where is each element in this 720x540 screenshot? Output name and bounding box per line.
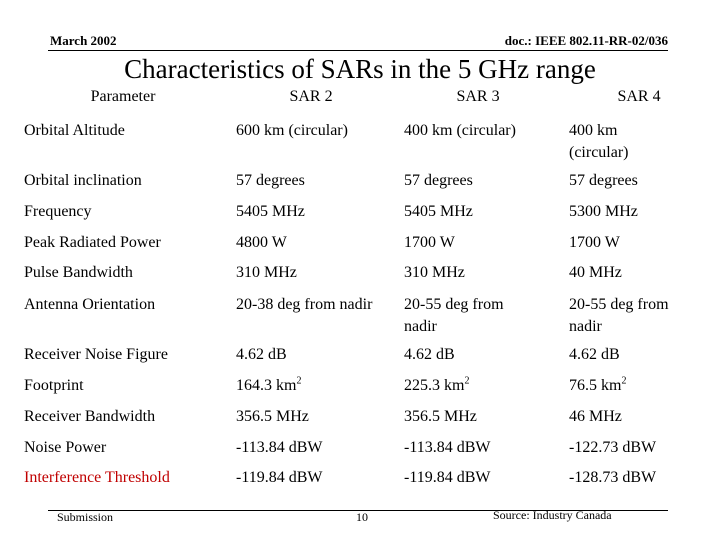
footprint-value: 76.5 km	[569, 377, 622, 394]
sar4-cell: 4.62 dB	[569, 346, 620, 363]
sar2-cell: 164.3 km2	[236, 375, 404, 397]
sar3-cell: 1700 W	[404, 234, 455, 251]
sar2-cell: -119.84 dBW	[236, 469, 323, 486]
sar2-cell: 4800 W	[236, 234, 287, 251]
param-cell: Pulse Bandwidth	[24, 264, 133, 281]
sar4-cell: -128.73 dBW	[569, 469, 657, 486]
sar3-cell: 20-55 deg from nadir	[404, 296, 504, 335]
sar2-cell: 4.62 dB	[236, 346, 287, 363]
sar4-cell: 20-55 deg from nadir	[569, 296, 669, 335]
slide-title: Characteristics of SARs in the 5 GHz ran…	[124, 54, 596, 84]
sar2-cell: 57 degrees	[236, 172, 305, 189]
sar3-cell: 310 MHz	[404, 264, 465, 281]
footer-submission: Submission	[57, 510, 114, 524]
sar2-cell: 20-38 deg from nadir	[236, 296, 373, 313]
param-cell: Antenna Orientation	[24, 296, 156, 313]
header-parameter: Parameter	[90, 88, 156, 105]
param-cell: Interference Threshold	[24, 469, 170, 486]
page-number: 10	[356, 510, 368, 524]
sar3-cell: 400 km (circular)	[404, 122, 516, 139]
sar3-cell: 356.5 MHz	[404, 408, 477, 425]
footer-source: Source: Industry Canada	[493, 508, 612, 522]
sar2-cell: 600 km (circular)	[236, 122, 348, 139]
sar4-cell: 1700 W	[569, 234, 620, 251]
sar3-cell: 225.3 km2	[404, 375, 570, 397]
sar3-cell: 57 degrees	[404, 172, 473, 189]
sar4-cell: 46 MHz	[569, 408, 622, 425]
sar2-cell: 5405 MHz	[236, 203, 305, 220]
sar2-cell: -113.84 dBW	[236, 439, 323, 456]
sar2-cell: 356.5 MHz	[236, 408, 309, 425]
param-cell: Orbital inclination	[24, 172, 142, 189]
param-cell: Noise Power	[24, 439, 107, 456]
footprint-value: 164.3 km	[236, 377, 297, 394]
param-cell: Receiver Noise Figure	[24, 346, 168, 363]
footprint-value: 225.3 km	[404, 377, 465, 394]
sar3-cell: -119.84 dBW	[404, 469, 491, 486]
param-cell: Peak Radiated Power	[24, 234, 161, 251]
sar2-cell: 310 MHz	[236, 264, 297, 281]
sar4-cell: 76.5 km2	[569, 375, 709, 397]
sar3-cell: -113.84 dBW	[404, 439, 491, 456]
sar3-cell: 4.62 dB	[404, 346, 455, 363]
superscript: 2	[464, 375, 470, 387]
param-cell: Frequency	[24, 203, 92, 220]
sar4-cell: -122.73 dBW	[569, 439, 657, 456]
header-date: March 2002	[50, 33, 117, 48]
superscript: 2	[296, 375, 302, 387]
param-cell: Orbital Altitude	[24, 122, 125, 139]
footer-rule	[48, 510, 668, 511]
param-cell: Footprint	[24, 377, 84, 394]
superscript: 2	[621, 375, 627, 387]
header-doc-id: doc.: IEEE 802.11-RR-02/036	[504, 33, 668, 48]
sar4-cell: 400 km (circular)	[569, 122, 629, 161]
header-sar4: SAR 4	[617, 88, 661, 105]
sar4-cell: 40 MHz	[569, 264, 622, 281]
param-cell: Receiver Bandwidth	[24, 408, 156, 425]
sar4-cell: 57 degrees	[569, 172, 638, 189]
header-rule	[48, 50, 668, 51]
sar-table: Parameter SAR 2 SAR 3 SAR 4 Orbital Alti…	[18, 86, 716, 486]
sar3-cell: 5405 MHz	[404, 203, 473, 220]
sar4-cell: 5300 MHz	[569, 203, 638, 220]
header-sar2: SAR 2	[289, 88, 333, 105]
header-sar3: SAR 3	[456, 88, 500, 105]
table-header-row: Parameter SAR 2 SAR 3 SAR 4	[18, 86, 716, 116]
